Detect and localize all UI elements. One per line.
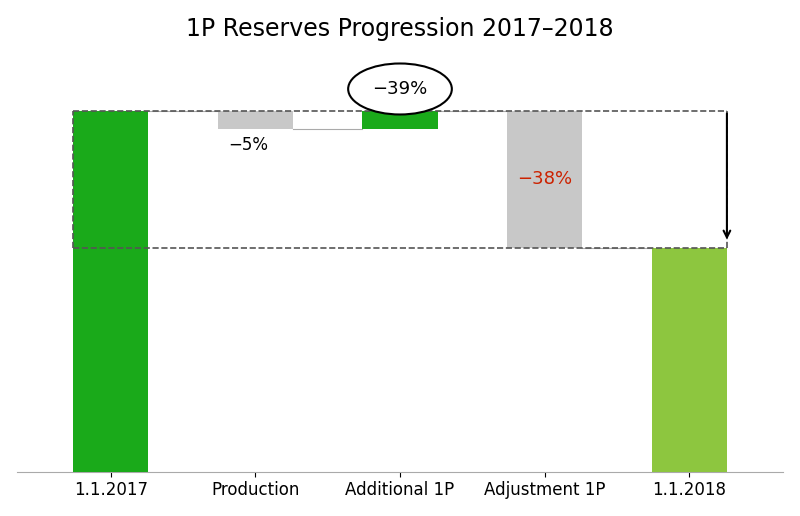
Text: +5%: +5% bbox=[380, 87, 420, 105]
Bar bbox=[73, 110, 148, 472]
Bar bbox=[362, 110, 438, 128]
Title: 1P Reserves Progression 2017–2018: 1P Reserves Progression 2017–2018 bbox=[186, 17, 614, 41]
Text: −39%: −39% bbox=[372, 80, 428, 98]
Text: −38%: −38% bbox=[517, 170, 572, 188]
Bar bbox=[507, 110, 582, 248]
Bar bbox=[218, 110, 293, 128]
Bar bbox=[652, 248, 727, 472]
Text: −5%: −5% bbox=[228, 136, 268, 154]
